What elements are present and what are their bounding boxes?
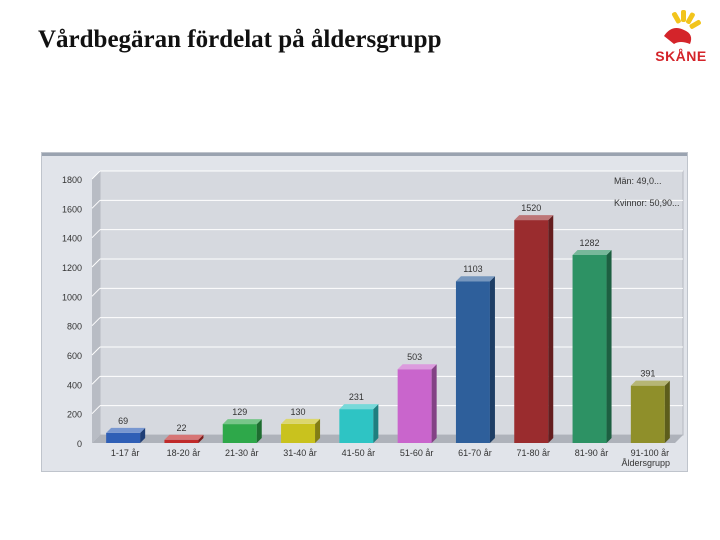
- data-label: 69: [118, 416, 128, 426]
- x-tick-label: 71-80 år: [516, 448, 550, 458]
- data-label: 1103: [463, 264, 482, 274]
- slide-title: Vårdbegäran fördelat på åldersgrupp: [38, 26, 442, 53]
- bar: [455, 276, 495, 443]
- bar-front: [397, 369, 432, 443]
- data-label: 22: [176, 423, 186, 433]
- x-tick-label: 1-17 år: [111, 448, 140, 458]
- bar-front: [514, 220, 549, 443]
- gridline-side: [91, 229, 101, 239]
- legend-annotation: Kvinnor: 50,90...: [614, 198, 680, 208]
- data-label: 391: [640, 369, 655, 379]
- bar-side: [198, 434, 204, 443]
- bar-front: [281, 423, 316, 443]
- bar-side: [256, 419, 262, 443]
- bar-side: [431, 364, 437, 443]
- bar-front: [339, 409, 374, 443]
- data-label: 130: [291, 407, 306, 417]
- data-label: 1282: [580, 238, 600, 248]
- legend-annotation: Män: 49,0...: [614, 176, 662, 186]
- x-tick-label: 21-30 år: [225, 448, 259, 458]
- bar-top: [281, 418, 321, 424]
- gridline-side: [91, 346, 101, 356]
- data-label: 231: [349, 392, 364, 402]
- bar-top: [397, 364, 437, 370]
- bar-front: [455, 281, 490, 443]
- gridline-side: [91, 317, 101, 327]
- bar-side: [548, 215, 554, 443]
- bar: [281, 418, 321, 443]
- y-tick-label: 200: [67, 410, 82, 420]
- x-tick-label: 51-60 år: [400, 448, 434, 458]
- gridline-side: [91, 405, 101, 415]
- bar-side: [606, 249, 612, 443]
- bar-top: [572, 249, 612, 255]
- x-tick-label: 91-100 år: [631, 448, 670, 458]
- y-tick-label: 0: [77, 439, 82, 449]
- y-tick-label: 1000: [62, 292, 82, 302]
- x-tick-label: 81-90 år: [575, 448, 609, 458]
- bar: [339, 404, 379, 443]
- bar-top: [106, 427, 146, 433]
- data-label: 1520: [521, 203, 541, 213]
- gridline-side: [91, 258, 101, 268]
- bar-side: [489, 276, 495, 443]
- plot-side-wall: [92, 171, 100, 443]
- bar-top: [514, 215, 554, 221]
- bar-front: [164, 439, 199, 443]
- y-tick-label: 400: [67, 380, 82, 390]
- bar: [164, 434, 204, 443]
- bar-front: [630, 385, 665, 443]
- bar: [630, 380, 670, 443]
- y-tick-label: 1400: [62, 234, 82, 244]
- bar-side: [664, 380, 670, 443]
- x-tick-label: 61-70 år: [458, 448, 492, 458]
- gridline-side: [91, 170, 101, 180]
- bar: [106, 427, 146, 443]
- y-tick-label: 600: [67, 351, 82, 361]
- y-tick-label: 1800: [62, 175, 82, 185]
- bar: [222, 419, 262, 443]
- logo-emblem: [664, 10, 701, 44]
- bar: [397, 364, 437, 443]
- bar-top: [164, 434, 204, 440]
- x-tick-label: 31-40 år: [283, 448, 317, 458]
- bar-front: [222, 424, 257, 443]
- gridline-side: [91, 199, 101, 209]
- bar-side: [373, 404, 379, 443]
- region-skane-logo: SKÅNE: [650, 10, 712, 66]
- y-tick-label: 1600: [62, 204, 82, 214]
- logo-text: SKÅNE: [655, 48, 707, 64]
- x-tick-label: 18-20 år: [167, 448, 201, 458]
- bar-top: [222, 419, 262, 425]
- bar-side: [315, 418, 321, 443]
- x-axis-label: Åldersgrupp: [621, 458, 670, 468]
- gridline-side: [91, 375, 101, 385]
- x-tick-label: 41-50 år: [342, 448, 376, 458]
- data-label: 503: [407, 352, 422, 362]
- bar: [514, 215, 554, 443]
- data-label: 129: [232, 407, 247, 417]
- bar-front: [106, 432, 141, 443]
- bar-top: [630, 380, 670, 386]
- bar-front: [572, 254, 607, 443]
- bar-top: [339, 404, 379, 410]
- bar-side: [140, 427, 146, 443]
- bar-top: [455, 276, 495, 282]
- y-tick-label: 1200: [62, 263, 82, 273]
- gridline-side: [91, 287, 101, 297]
- y-tick-label: 800: [67, 322, 82, 332]
- bar: [572, 249, 612, 443]
